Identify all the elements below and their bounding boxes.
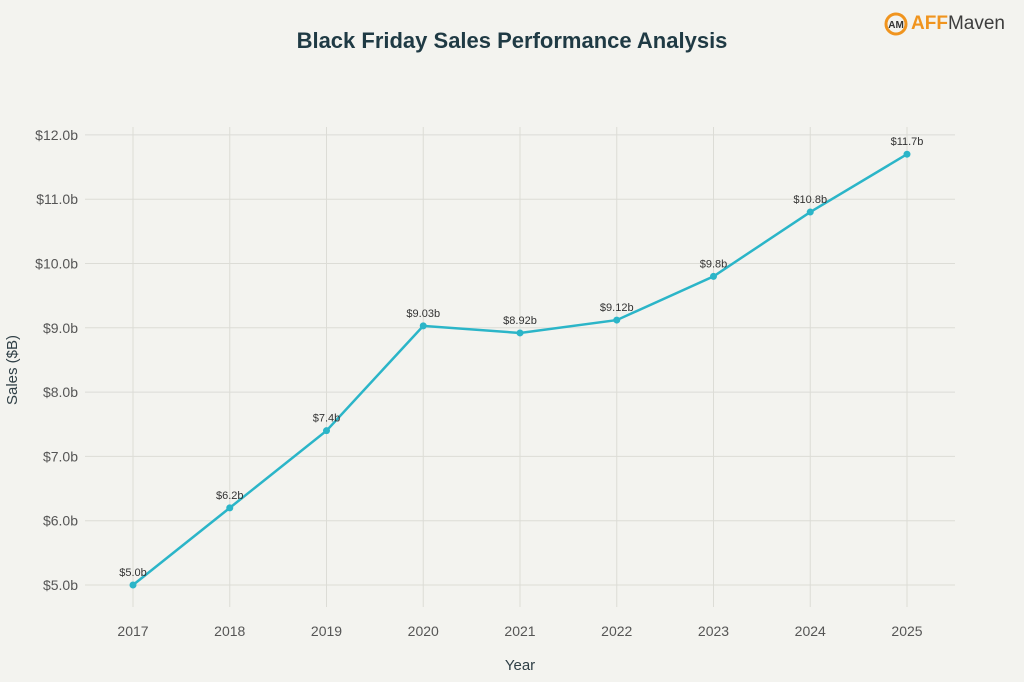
y-axis-title: Sales ($B)	[4, 335, 21, 405]
y-tick-label: $7.0b	[43, 448, 78, 464]
logo-text-maven: Maven	[947, 13, 1005, 34]
data-point	[226, 504, 234, 512]
x-tick-label: 2025	[891, 623, 922, 639]
data-point	[419, 322, 427, 330]
x-tick-label: 2018	[214, 623, 245, 639]
y-tick-label: $10.0b	[35, 256, 78, 272]
x-tick-label: 2020	[408, 623, 439, 639]
x-tick-label: 2023	[698, 623, 729, 639]
chart-title: Black Friday Sales Performance Analysis	[296, 28, 728, 53]
svg-text:AM: AM	[888, 20, 904, 31]
y-tick-label: $6.0b	[43, 513, 78, 529]
data-label: $9.8b	[700, 258, 728, 270]
x-tick-label: 2021	[504, 623, 535, 639]
x-tick-label: 2022	[601, 623, 632, 639]
data-point	[129, 581, 137, 589]
logo-icon: AM	[884, 12, 908, 36]
data-point	[323, 427, 330, 435]
x-tick-label: 2019	[311, 623, 342, 639]
y-tick-label: $11.0b	[36, 191, 78, 207]
data-label: $9.12b	[600, 302, 634, 314]
data-point	[516, 329, 524, 337]
x-tick-label: 2017	[117, 623, 148, 639]
data-point	[903, 150, 911, 158]
data-point	[806, 208, 814, 216]
data-label: $10.8b	[793, 194, 827, 206]
data-label: $8.92b	[503, 315, 537, 327]
data-label: $11.7b	[891, 136, 924, 148]
data-label: $9.03b	[406, 308, 440, 320]
x-tick-label: 2024	[795, 623, 826, 639]
data-label: $6.2b	[216, 490, 244, 502]
data-point	[613, 316, 621, 324]
y-tick-label: $5.0b	[43, 577, 78, 593]
x-axis-title: Year	[505, 657, 535, 674]
logo-text-aff: AFF	[911, 13, 948, 34]
affmaven-logo: AM AFF Maven	[884, 12, 1005, 36]
y-tick-label: $9.0b	[43, 320, 78, 336]
y-tick-label: $8.0b	[43, 384, 78, 400]
data-point	[710, 272, 717, 280]
data-label: $5.0b	[119, 567, 147, 579]
y-tick-label: $12.0b	[35, 127, 78, 143]
data-label: $7.4b	[313, 413, 341, 425]
